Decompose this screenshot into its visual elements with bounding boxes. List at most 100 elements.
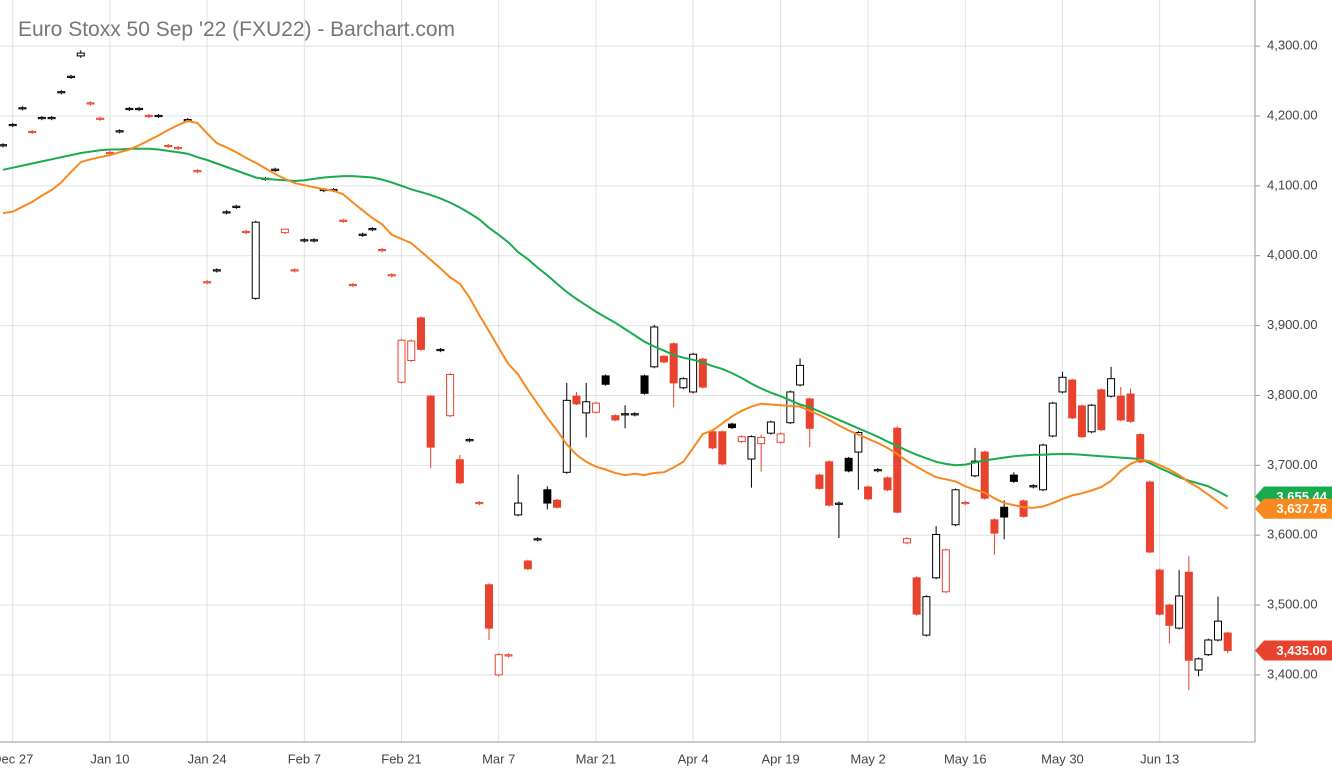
- y-tick-label: 4,000.00: [1267, 247, 1318, 262]
- candle: [378, 248, 387, 253]
- candle-body: [426, 395, 435, 448]
- candle: [1194, 657, 1203, 677]
- candle-body: [203, 281, 212, 284]
- candle-body: [1126, 393, 1135, 422]
- candle-body: [922, 596, 931, 636]
- candle-body: [591, 402, 600, 413]
- candle-body: [407, 340, 416, 362]
- candle: [37, 115, 46, 121]
- candle-body: [455, 459, 464, 484]
- candle-body: [786, 391, 795, 424]
- moving-average-line: [2, 119, 1229, 510]
- candle: [562, 382, 571, 474]
- candle-body: [504, 654, 513, 657]
- candle: [232, 204, 241, 209]
- candle: [358, 232, 367, 237]
- candle: [922, 595, 931, 637]
- candle: [300, 238, 309, 243]
- candle-body: [621, 413, 630, 416]
- candle-body: [543, 489, 552, 504]
- candle-body: [1107, 378, 1116, 397]
- price-tag-box: [1255, 640, 1332, 661]
- candle: [310, 238, 319, 243]
- candle-body: [242, 230, 250, 234]
- candle: [387, 273, 396, 278]
- candle-body: [728, 423, 736, 429]
- candle-body: [776, 433, 785, 443]
- candle-body: [766, 421, 775, 434]
- candle-body: [436, 348, 445, 352]
- candle-body: [485, 584, 493, 629]
- candle-body: [572, 395, 581, 405]
- candle-body: [1077, 405, 1086, 438]
- candle-body: [1029, 485, 1038, 488]
- candle: [815, 473, 824, 490]
- candle: [76, 50, 85, 58]
- candle: [825, 460, 834, 507]
- candle: [553, 498, 562, 509]
- price-tag: 3,637.76: [1255, 498, 1332, 519]
- candle-body: [446, 373, 455, 417]
- candle: [708, 430, 717, 450]
- candle: [154, 113, 163, 119]
- candle: [1077, 404, 1086, 439]
- candle-body: [397, 339, 406, 383]
- candle: [280, 228, 289, 235]
- candle-body: [689, 353, 698, 393]
- candle: [864, 485, 873, 501]
- candle-body: [378, 249, 387, 252]
- candle-body: [1214, 620, 1222, 641]
- candle-body: [144, 114, 153, 118]
- candle: [514, 474, 523, 517]
- candle-body: [669, 343, 678, 384]
- candle: [834, 501, 843, 538]
- candle-body: [57, 91, 66, 94]
- candle: [980, 450, 989, 500]
- candle: [1097, 388, 1106, 432]
- candle-body: [523, 560, 532, 570]
- candle-body: [757, 436, 766, 445]
- candle: [1184, 556, 1193, 691]
- candle-body: [1068, 379, 1077, 419]
- candle: [96, 116, 105, 121]
- candle-body: [135, 107, 144, 111]
- candle: [1116, 387, 1125, 422]
- candle-body: [475, 501, 484, 505]
- x-tick-label: May 2: [850, 751, 885, 766]
- candle-body: [893, 427, 902, 513]
- candle-body: [902, 538, 911, 544]
- candle: [893, 426, 902, 514]
- candle: [611, 414, 620, 422]
- candle: [57, 90, 66, 95]
- candle: [290, 268, 299, 273]
- candle-body: [553, 499, 562, 508]
- candle: [757, 434, 766, 472]
- candle-body: [339, 219, 348, 222]
- candle: [368, 227, 377, 232]
- candle-body: [300, 239, 309, 242]
- candle: [446, 373, 455, 418]
- candle: [18, 106, 27, 111]
- y-tick-label: 3,800.00: [1267, 387, 1318, 402]
- candle-body: [358, 233, 367, 236]
- candle: [173, 146, 182, 151]
- candle: [1019, 499, 1028, 518]
- candle-body: [825, 461, 834, 506]
- candle-body: [310, 239, 319, 242]
- candle: [416, 316, 425, 351]
- candle: [718, 430, 727, 466]
- candle-body: [67, 75, 76, 78]
- candle: [1068, 378, 1077, 420]
- candle-body: [28, 130, 37, 134]
- candle: [1107, 366, 1116, 398]
- candle: [883, 476, 892, 492]
- candle-body: [883, 477, 892, 491]
- candle-body: [0, 144, 7, 147]
- candle-body: [125, 107, 134, 111]
- x-tick-label: May 30: [1041, 751, 1084, 766]
- x-tick-label: Apr 19: [761, 751, 799, 766]
- candle-body: [416, 317, 425, 350]
- price-tag-label: 3,435.00: [1276, 643, 1327, 658]
- candle: [164, 143, 173, 149]
- candle: [125, 106, 134, 112]
